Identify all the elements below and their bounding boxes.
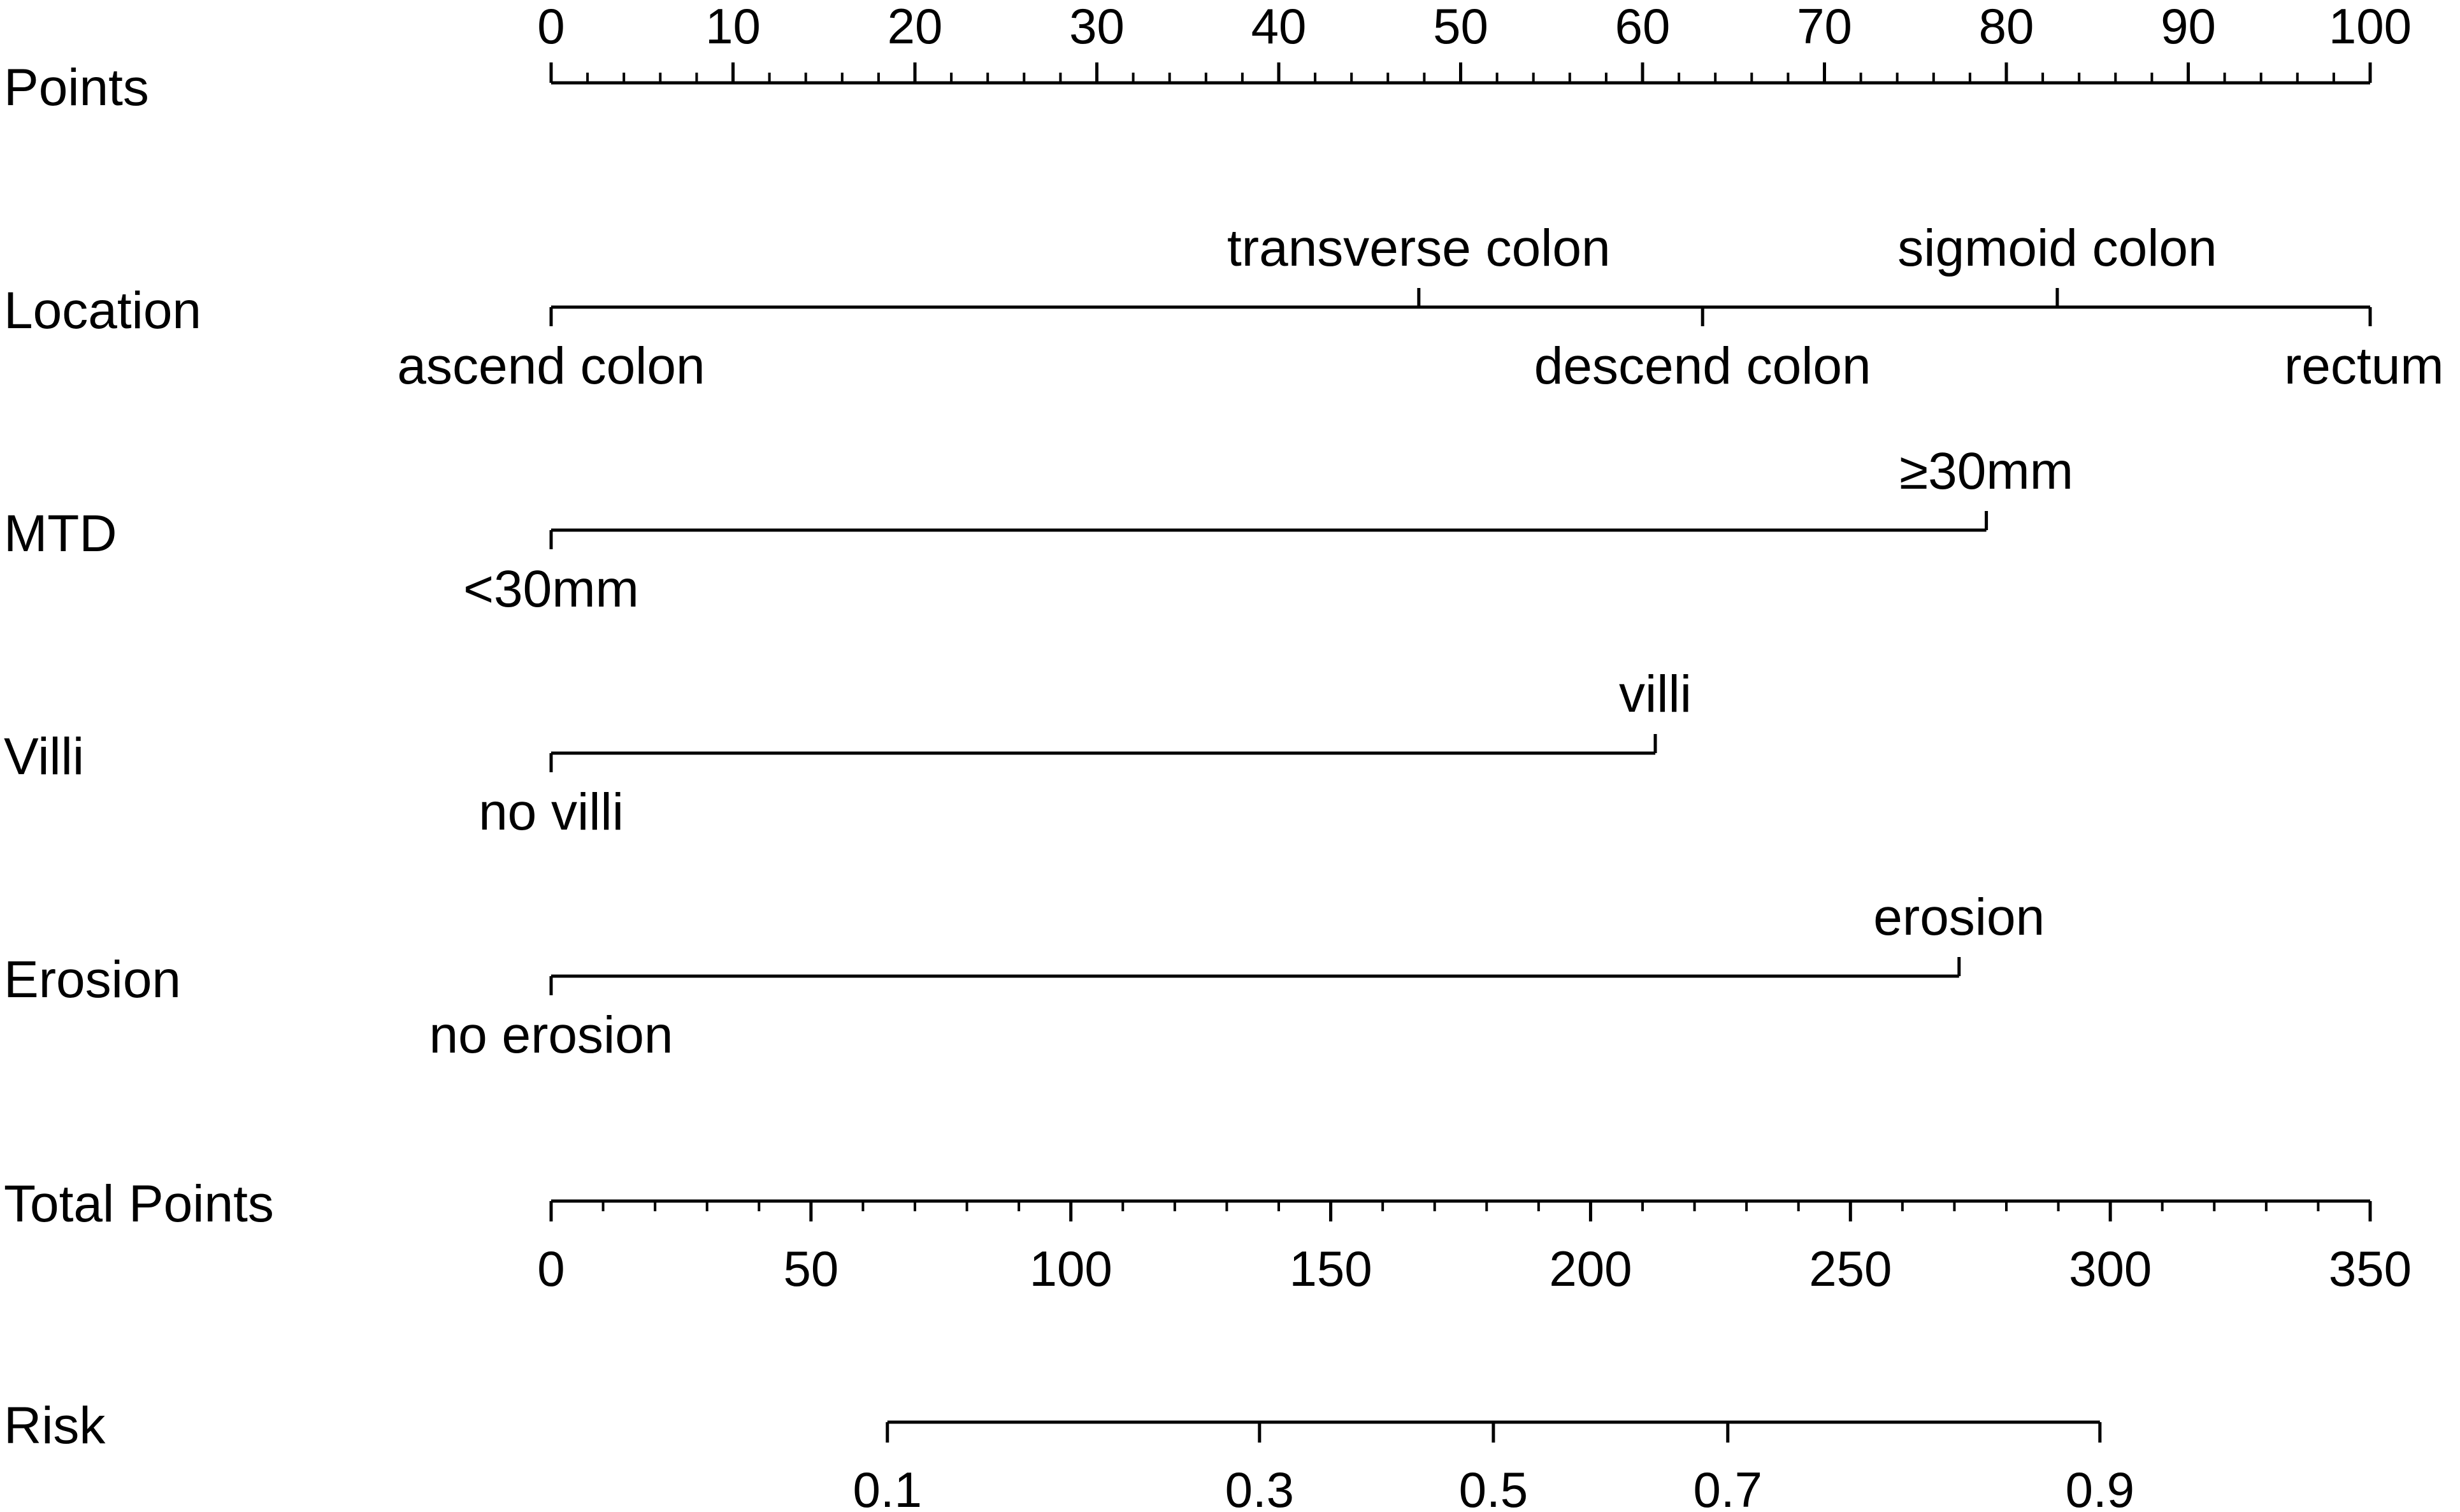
location-level-label: transverse colon	[1227, 219, 1611, 277]
total-points-tick-label: 300	[2069, 1241, 2152, 1297]
risk-tick-label: 0.1	[853, 1462, 922, 1512]
mtd-level-label: ≥30mm	[1899, 442, 2073, 500]
total-points-tick-label: 0	[537, 1241, 565, 1297]
risk-tick-label: 0.9	[2066, 1462, 2134, 1512]
points-tick-label: 20	[888, 0, 943, 54]
row-label-risk: Risk	[4, 1397, 106, 1455]
row-label-erosion: Erosion	[4, 951, 181, 1009]
location-level-label: ascend colon	[397, 337, 705, 395]
risk-tick-label: 0.3	[1225, 1462, 1294, 1512]
row-label-total-points: Total Points	[4, 1175, 274, 1233]
points-tick-label: 30	[1069, 0, 1125, 54]
location-level-label: descend colon	[1534, 337, 1871, 395]
total-points-tick-label: 250	[1809, 1241, 1892, 1297]
nomogram-marks: 0 10 20 30 40 50 60 70 80 90 100 ascend colon transv…	[397, 0, 2443, 1512]
row-label-villi: Villi	[4, 728, 84, 786]
mtd-level-label: <30mm	[463, 560, 639, 618]
points-tick-label: 100	[2329, 0, 2412, 54]
points-tick-label: 70	[1797, 0, 1852, 54]
total-points-tick-label: 200	[1549, 1241, 1632, 1297]
points-tick-label: 80	[1979, 0, 2034, 54]
row-label-points: Points	[4, 59, 149, 117]
risk-tick-label: 0.7	[1694, 1462, 1762, 1512]
points-tick-label: 90	[2161, 0, 2216, 54]
risk-tick-label: 0.5	[1459, 1462, 1528, 1512]
points-tick-label: 40	[1251, 0, 1307, 54]
total-points-tick-label: 100	[1030, 1241, 1112, 1297]
location-level-label: sigmoid colon	[1897, 219, 2217, 277]
erosion-level-label: no erosion	[429, 1006, 673, 1064]
points-tick-label: 0	[537, 0, 565, 54]
villi-level-label: villi	[1619, 665, 1692, 723]
total-points-tick-label: 50	[783, 1241, 838, 1297]
row-label-location: Location	[4, 282, 201, 340]
row-label-mtd: MTD	[4, 505, 117, 563]
points-tick-label: 10	[705, 0, 761, 54]
erosion-level-label: erosion	[1873, 888, 2045, 946]
total-points-tick-label: 150	[1290, 1241, 1372, 1297]
location-level-label: rectum	[2284, 337, 2444, 395]
points-tick-label: 60	[1615, 0, 1671, 54]
points-tick-label: 50	[1433, 0, 1488, 54]
villi-level-label: no villi	[478, 783, 624, 841]
total-points-tick-label: 350	[2329, 1241, 2412, 1297]
